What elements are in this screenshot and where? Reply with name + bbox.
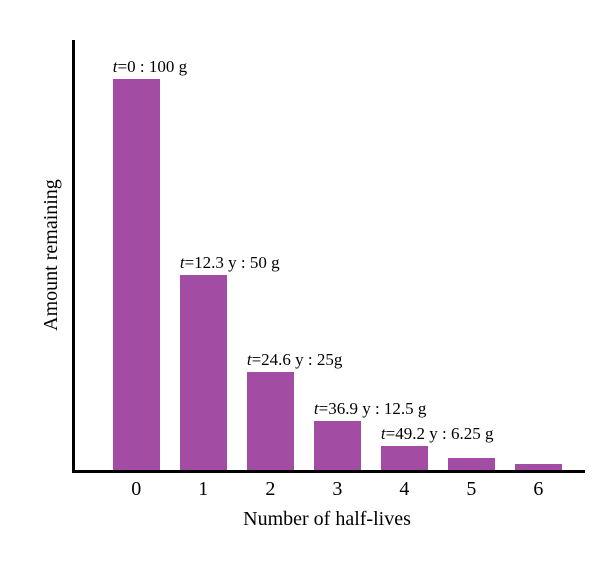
bar (247, 372, 294, 470)
y-axis-label: Amount remaining (40, 40, 63, 470)
chart-canvas: Amount remaining Number of half-lives 0 1… (0, 0, 600, 565)
bar-label: t=0 : 100 g (113, 57, 187, 77)
bar (448, 458, 495, 470)
x-tick-label: 1 (183, 478, 223, 501)
x-tick-label: 6 (518, 478, 558, 501)
bar-label: t=49.2 y : 6.25 g (381, 424, 494, 444)
x-tick-label: 4 (384, 478, 424, 501)
bar (515, 464, 562, 470)
bar-label: t=24.6 y : 25g (247, 350, 343, 370)
x-tick-label: 2 (250, 478, 290, 501)
bar-label: t=36.9 y : 12.5 g (314, 399, 427, 419)
x-tick-label: 5 (451, 478, 491, 501)
bar (113, 79, 160, 470)
x-tick-label: 3 (317, 478, 357, 501)
x-axis-label: Number of half-lives (72, 508, 582, 531)
bar-label: t=12.3 y : 50 g (180, 253, 280, 273)
x-tick-label: 0 (116, 478, 156, 501)
bar (180, 275, 227, 470)
bar (314, 421, 361, 470)
bar (381, 446, 428, 470)
